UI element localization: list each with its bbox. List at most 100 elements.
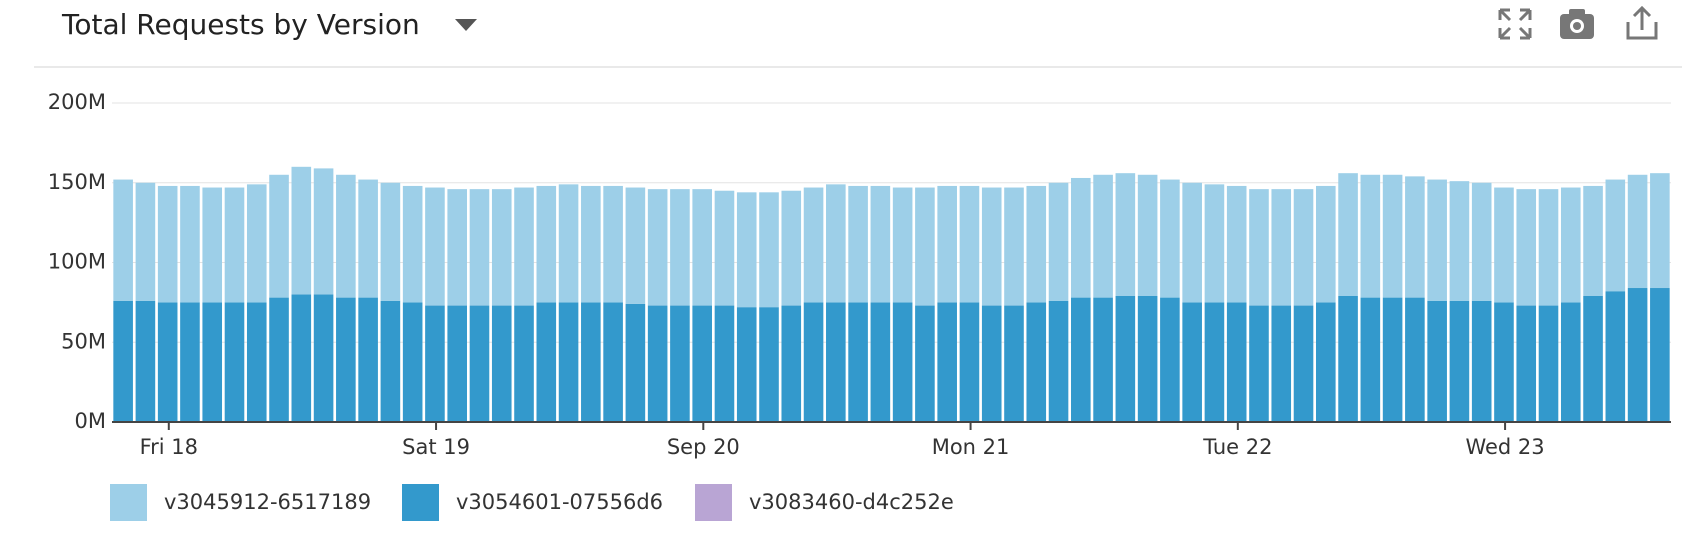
bar-segment bbox=[1137, 174, 1158, 296]
bar-segment bbox=[714, 190, 735, 306]
camera-icon[interactable] bbox=[1560, 9, 1594, 39]
bar-segment bbox=[1315, 302, 1336, 422]
bar-segment bbox=[1115, 295, 1136, 422]
bar-segment bbox=[402, 302, 423, 422]
bar-segment bbox=[135, 182, 156, 301]
legend-swatch bbox=[695, 484, 732, 521]
bar-segment bbox=[447, 189, 468, 306]
bar-segment bbox=[1560, 302, 1581, 422]
bar-segment bbox=[1494, 302, 1514, 422]
bar-segment bbox=[1271, 305, 1292, 422]
bar-segment bbox=[1204, 184, 1225, 303]
bar-segment bbox=[1026, 302, 1047, 422]
bar-segment bbox=[1338, 173, 1358, 296]
bar-segment bbox=[491, 189, 512, 306]
bar-segment bbox=[1538, 189, 1559, 306]
bar-segment bbox=[425, 187, 445, 306]
bar-segment bbox=[1605, 291, 1626, 422]
bar-segment bbox=[1182, 182, 1202, 303]
x-tick-label: Sep 20 bbox=[667, 435, 740, 459]
bar-segment bbox=[469, 305, 490, 422]
bar-segment bbox=[313, 168, 334, 295]
bar-segment bbox=[670, 189, 690, 306]
bar-segment bbox=[291, 166, 312, 295]
bar-segment bbox=[1627, 288, 1648, 422]
bar-segment bbox=[892, 187, 913, 303]
bar-segment bbox=[1093, 297, 1113, 422]
dropdown-caret[interactable] bbox=[455, 19, 477, 31]
bar-segment bbox=[981, 305, 1002, 422]
legend-label: v3045912-6517189 bbox=[164, 490, 371, 514]
bar-segment bbox=[848, 185, 868, 303]
bar-segment bbox=[1249, 305, 1269, 422]
bar-segment bbox=[1315, 185, 1336, 303]
bar-segment bbox=[491, 305, 512, 422]
bar-segment bbox=[336, 174, 356, 298]
bar-segment bbox=[447, 305, 468, 422]
bar-segment bbox=[915, 305, 935, 422]
bar-segment bbox=[1583, 295, 1603, 422]
bar-segment bbox=[558, 302, 579, 422]
bar-segment bbox=[514, 305, 534, 422]
bar-segment bbox=[358, 179, 378, 298]
bar-segment bbox=[1071, 177, 1091, 298]
bar-segment bbox=[1182, 302, 1202, 422]
bar-segment bbox=[202, 187, 223, 303]
bar-segment bbox=[1427, 300, 1447, 422]
bar-segment bbox=[1204, 302, 1225, 422]
y-tick-label: 50M bbox=[61, 329, 106, 353]
bar-segment bbox=[180, 302, 200, 422]
bar-segment bbox=[1026, 185, 1047, 303]
bar-segment bbox=[1048, 182, 1069, 301]
bar-segment bbox=[1160, 297, 1180, 422]
bar-segment bbox=[1137, 295, 1158, 422]
bar-segment bbox=[1583, 185, 1603, 296]
bar-segment bbox=[1405, 176, 1425, 298]
fullscreen-icon[interactable] bbox=[1498, 8, 1532, 40]
bar-segment bbox=[937, 302, 957, 422]
bar-segment bbox=[1449, 300, 1470, 422]
bar-segment bbox=[981, 187, 1002, 306]
bar-segment bbox=[1494, 187, 1514, 303]
bar-segment bbox=[1516, 305, 1537, 422]
y-tick-label: 0M bbox=[75, 409, 106, 433]
bar-segment bbox=[1449, 181, 1470, 301]
bar-segment bbox=[1360, 297, 1381, 422]
bar-segment bbox=[1249, 189, 1269, 306]
bar-segment bbox=[1627, 174, 1648, 289]
legend-swatch bbox=[402, 484, 439, 521]
x-tick-label: Mon 21 bbox=[932, 435, 1010, 459]
bar-segment bbox=[1293, 189, 1314, 306]
share-icon[interactable] bbox=[1626, 5, 1658, 40]
y-tick-label: 200M bbox=[48, 90, 106, 114]
bar-segment bbox=[1650, 288, 1670, 422]
bar-segment bbox=[826, 184, 846, 303]
x-tick-label: Sat 19 bbox=[402, 435, 470, 459]
bar-segment bbox=[1650, 173, 1670, 289]
y-tick-label: 100M bbox=[48, 250, 106, 274]
bar-segment bbox=[959, 185, 980, 303]
bar-segment bbox=[915, 187, 935, 306]
bar-segment bbox=[1382, 297, 1403, 422]
bar-segment bbox=[736, 192, 757, 308]
bar-segment bbox=[803, 187, 824, 303]
y-tick-label: 150M bbox=[48, 170, 106, 194]
bar-segment bbox=[469, 189, 490, 306]
bar-segment bbox=[269, 297, 289, 422]
bar-segment bbox=[759, 307, 779, 422]
bar-segment bbox=[581, 302, 601, 422]
bar-segment bbox=[1338, 295, 1358, 422]
bar-segment bbox=[291, 294, 312, 422]
legend-label: v3054601-07556d6 bbox=[456, 490, 663, 514]
bar-segment bbox=[714, 305, 735, 422]
bar-segment bbox=[670, 305, 690, 422]
bar-segment bbox=[1360, 174, 1381, 298]
bar-segment bbox=[202, 302, 223, 422]
bar-segment bbox=[848, 302, 868, 422]
bar-segment bbox=[937, 185, 957, 303]
bar-segment bbox=[380, 182, 401, 301]
bar-segment bbox=[157, 302, 178, 422]
bar-segment bbox=[647, 305, 668, 422]
bar-segment bbox=[959, 302, 980, 422]
bar-segment bbox=[402, 185, 423, 303]
